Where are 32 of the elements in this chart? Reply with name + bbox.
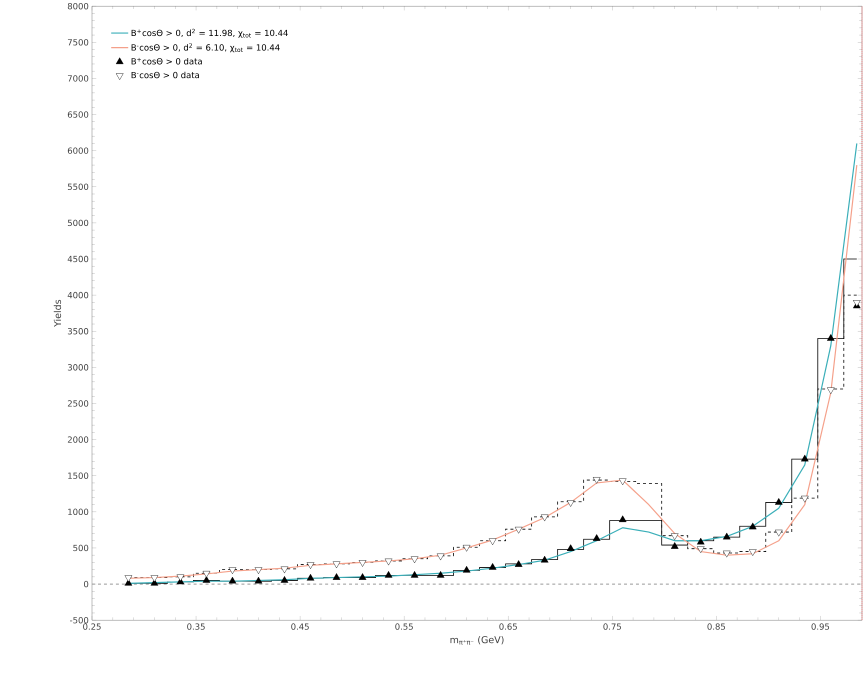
y-tick-label: 6000 xyxy=(68,147,88,154)
x-tick-label: 0.45 xyxy=(291,623,309,630)
y-tick-label: 4500 xyxy=(68,256,88,262)
y-tick-label: 1000 xyxy=(68,508,88,515)
x-tick-label: 0.35 xyxy=(187,623,205,630)
y-tick-label: 2000 xyxy=(68,436,88,443)
x-tick-label: 0.55 xyxy=(395,623,413,630)
y-tick-label: 5000 xyxy=(68,220,88,226)
y-tick-label: 3500 xyxy=(68,328,88,334)
legend-label: B$^{+}$cosΘ > 0 data xyxy=(132,58,202,64)
y-tick-label: 1500 xyxy=(68,472,88,479)
x-tick-label: 0.25 xyxy=(83,623,101,630)
x-tick-label: 0.75 xyxy=(603,623,621,630)
y-tick-label: -500 xyxy=(70,616,88,624)
y-tick-label: 5500 xyxy=(68,183,88,190)
y-tick-label: 0 xyxy=(84,580,88,588)
x-tick-label: 0.95 xyxy=(812,623,830,630)
y-tick-label: 500 xyxy=(73,544,88,552)
legend-label: B$^{+}$cosΘ > 0, d$^{2}$ = 11.98, χ$_{tot}$ = 10.44 xyxy=(132,28,288,38)
y-tick-label: 4000 xyxy=(68,292,88,298)
legend-label: B$^{-}$cosΘ > 0 data xyxy=(132,72,200,78)
x-axis-title: m$_{π⁺π⁻}$ (GeV) xyxy=(450,636,504,645)
y-tick-label: 6500 xyxy=(68,111,88,118)
legend-label: B$^{-}$cosΘ > 0, d$^{2}$ = 6.10, χ$_{tot}$ = 10.44 xyxy=(132,43,280,52)
x-tick-label: 0.65 xyxy=(499,623,517,630)
y-tick-label: 2500 xyxy=(68,400,88,407)
y-tick-label: 7000 xyxy=(68,75,88,82)
y-tick-label: 7500 xyxy=(68,39,88,46)
y-tick-label: 3000 xyxy=(68,364,88,370)
x-tick-label: 0.85 xyxy=(707,623,726,630)
y-tick-label: 8000 xyxy=(68,2,88,10)
y-axis-title: Yields xyxy=(54,300,62,327)
